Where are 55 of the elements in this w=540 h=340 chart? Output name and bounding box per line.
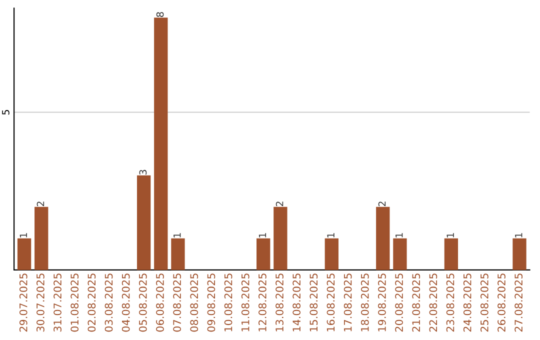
data-label: 8 [156,12,164,17]
x-tick-label: 22.08.2025 [429,274,438,332]
x-tick-label: 20.08.2025 [395,274,403,332]
x-tick-label: 03.08.2025 [104,274,113,332]
x-tick-label: 15.08.2025 [310,274,318,332]
data-label: 3 [139,170,147,175]
x-tick-label: 12.08.2025 [258,274,266,332]
x-tick-label: 09.08.2025 [207,274,216,332]
x-tick-label: 18.08.2025 [360,274,369,332]
x-tick-label: 17.08.2025 [344,274,352,332]
x-tick-label: 08.08.2025 [190,274,198,332]
bar [274,206,288,270]
bar [34,206,48,270]
x-tick-label: 24.08.2025 [463,274,472,332]
bar [17,238,32,270]
x-tick-label: 05.08.2025 [138,274,147,332]
x-tick-label: 19.08.2025 [378,274,386,332]
data-label: 1 [327,233,334,238]
x-tick-label: 21.08.2025 [412,274,420,332]
x-tick-label: 02.08.2025 [88,274,96,332]
data-label: 2 [36,202,44,206]
data-label: 1 [258,233,266,238]
x-tick-label: 29.07.2025 [19,274,28,332]
x-tick-label: 14.08.2025 [292,274,301,332]
data-label: 1 [515,233,522,238]
x-tick-label: 01.08.2025 [70,274,79,332]
bar [154,18,168,270]
x-tick-label: 06.08.2025 [156,274,164,332]
bar [512,238,526,270]
x-tick-label: 07.08.2025 [173,274,181,332]
x-tick-label: 25.08.2025 [480,274,488,332]
x-tick-label: 13.08.2025 [276,274,284,332]
x-tick-label: 26.08.2025 [498,274,506,332]
x-tick-label: 11.08.2025 [241,274,250,332]
x-tick-label: 31.07.2025 [54,274,62,332]
bar [256,238,270,270]
bar [171,238,185,270]
x-tick-label: 04.08.2025 [122,274,130,332]
x-tick-label: 23.08.2025 [446,274,454,332]
x-tick-label: 27.08.2025 [514,274,523,332]
x-tick-label: 30.07.2025 [36,274,44,332]
bar [444,238,458,270]
data-label: 2 [378,202,386,206]
data-label: 1 [396,233,403,238]
y-tick-label: 5 [2,110,10,115]
bar [393,238,407,270]
bar [324,238,338,270]
x-tick-label: 10.08.2025 [224,274,232,332]
data-label: 1 [174,233,181,238]
bar [376,206,390,270]
x-tick-label: 16.08.2025 [326,274,335,332]
data-label: 2 [276,202,284,206]
bar [136,175,151,270]
data-label: 1 [20,233,27,238]
data-label: 1 [446,233,454,238]
